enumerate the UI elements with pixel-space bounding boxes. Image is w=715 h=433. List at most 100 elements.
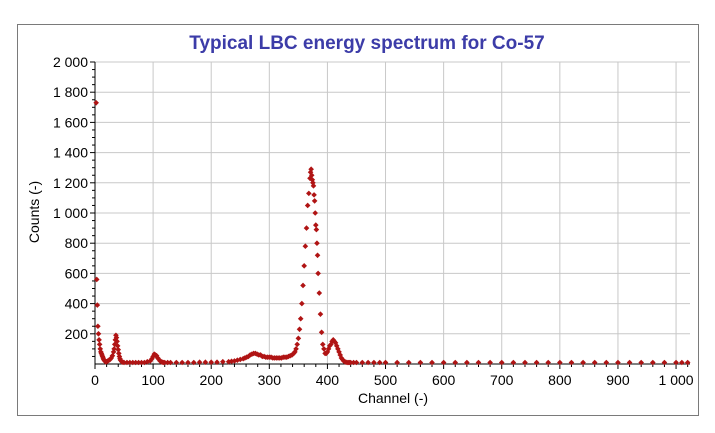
- x-tick-label: 300: [258, 372, 282, 388]
- data-point: [303, 225, 310, 231]
- data-point: [138, 359, 145, 366]
- data-point: [115, 346, 122, 353]
- data-point: [190, 359, 197, 366]
- data-point: [557, 359, 563, 366]
- data-point: [113, 334, 120, 341]
- data-point: [307, 175, 313, 182]
- data-point: [347, 359, 354, 366]
- data-point: [116, 350, 122, 357]
- data-point: [316, 290, 323, 296]
- data-point: [214, 359, 220, 365]
- data-point: [317, 311, 324, 317]
- data-point: [615, 359, 621, 366]
- y-tick-label: 2 000: [53, 54, 88, 70]
- data-point: [179, 359, 185, 366]
- data-point: [638, 359, 644, 366]
- data-point: [161, 359, 168, 366]
- data-point: [522, 359, 528, 366]
- data-point: [124, 359, 130, 366]
- data-point: [296, 326, 303, 333]
- data-point: [220, 358, 226, 365]
- data-point: [376, 359, 383, 366]
- data-point: [510, 359, 517, 366]
- data-point: [135, 359, 142, 366]
- data-point: [95, 331, 102, 337]
- data-point: [228, 358, 235, 365]
- data-point: [394, 359, 400, 366]
- x-tick-label: 800: [548, 372, 572, 388]
- data-point: [332, 340, 339, 346]
- y-tick-label: 800: [65, 235, 89, 251]
- data-point: [487, 359, 493, 366]
- data-point: [335, 346, 341, 352]
- data-point: [299, 300, 305, 307]
- y-tick-label: 1 200: [53, 175, 88, 191]
- grid-lines: [95, 61, 690, 364]
- data-point: [311, 192, 317, 198]
- data-point: [350, 359, 357, 366]
- data-point: [306, 190, 312, 197]
- data-point: [591, 359, 598, 366]
- y-tick-label: 1 000: [53, 205, 88, 221]
- y-tick-label: 1 800: [53, 84, 88, 100]
- data-point: [93, 276, 100, 283]
- x-tick-label: 200: [200, 372, 224, 388]
- data-point: [312, 210, 319, 216]
- x-tick-label: 100: [141, 372, 165, 388]
- data-point: [129, 359, 136, 366]
- data-point: [208, 359, 215, 365]
- data-point: [308, 172, 315, 179]
- axes: [90, 61, 690, 369]
- data-point: [371, 359, 377, 366]
- x-tick-label: 0: [91, 372, 99, 388]
- x-tick-label: 700: [490, 372, 514, 388]
- data-point: [315, 270, 321, 277]
- tick-labels: 200 400 600 800 1 000 1 200 1 400 1 600 1 800 2 0…: [53, 54, 694, 388]
- data-point: [167, 359, 174, 366]
- data-point: [202, 359, 209, 365]
- y-tick-label: 400: [65, 296, 89, 312]
- data-point: [297, 315, 304, 322]
- data-point: [121, 359, 127, 366]
- data-point: [533, 359, 540, 366]
- data-point: [417, 359, 424, 366]
- data-point: [231, 358, 238, 364]
- chart-title: Typical LBC energy spectrum for Co-57: [189, 33, 544, 54]
- x-tick-label: 400: [316, 372, 340, 388]
- data-point: [673, 359, 679, 366]
- data-point: [382, 359, 389, 366]
- data-point: [314, 240, 320, 246]
- data-point: [294, 341, 301, 348]
- data-point: [310, 180, 316, 186]
- data-point: [304, 202, 311, 209]
- data-point: [650, 359, 656, 366]
- data-point: [93, 99, 99, 106]
- data-point: [679, 359, 685, 366]
- data-point: [96, 341, 103, 348]
- y-tick-label: 200: [65, 326, 89, 342]
- data-point: [313, 222, 319, 228]
- x-tick-label: 900: [606, 372, 630, 388]
- data-point: [313, 226, 320, 233]
- data-point: [94, 302, 101, 308]
- data-point: [545, 359, 552, 366]
- y-tick-label: 1 400: [53, 145, 88, 161]
- data-point: [405, 359, 412, 366]
- data-point: [164, 359, 171, 366]
- x-axis-title: Channel (-): [358, 390, 428, 406]
- data-point: [324, 349, 331, 355]
- data-point: [95, 323, 101, 330]
- data-point: [111, 346, 117, 352]
- data-point: [318, 329, 325, 336]
- data-point: [185, 359, 191, 366]
- data-point: [114, 343, 121, 349]
- y-axis-title: Counts (-): [26, 181, 42, 243]
- data-point: [580, 359, 586, 366]
- data-point: [109, 352, 116, 359]
- data-point: [365, 359, 371, 366]
- data-point: [603, 359, 610, 366]
- data-point: [234, 357, 241, 364]
- data-point: [97, 346, 104, 352]
- data-point: [147, 358, 154, 364]
- x-tick-label: 600: [432, 372, 456, 388]
